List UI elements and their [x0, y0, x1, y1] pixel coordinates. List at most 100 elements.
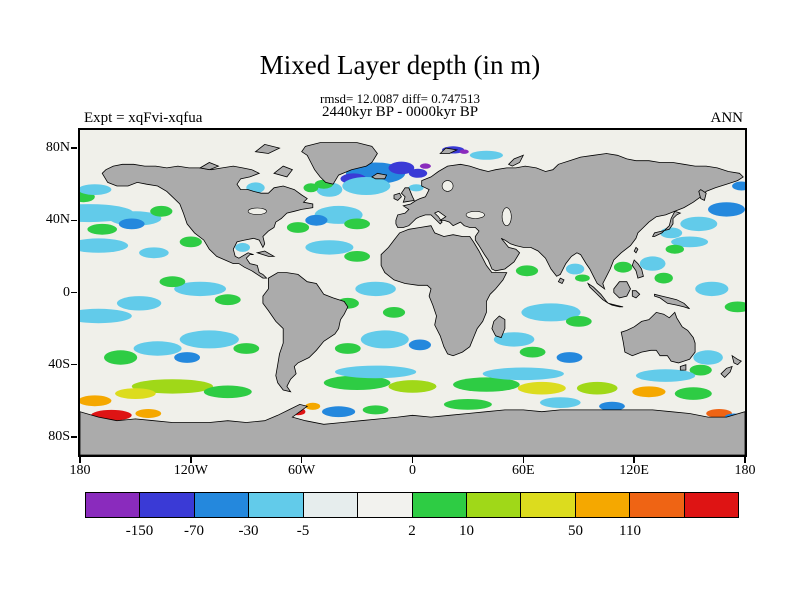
season-label: ANN	[710, 110, 744, 126]
anomaly-region	[665, 244, 684, 254]
anomaly-region	[408, 339, 431, 351]
lake	[247, 207, 267, 215]
anomaly-region	[469, 150, 503, 160]
y-axis-label: 80S	[48, 428, 70, 444]
x-axis-label: 60E	[512, 463, 535, 478]
land-novaya_zemlya	[507, 154, 525, 167]
anomaly-region	[80, 395, 112, 407]
anomaly-region	[233, 343, 260, 354]
x-axis-tick	[633, 457, 635, 463]
anomaly-region	[286, 222, 310, 233]
colorbar-label: 50	[568, 523, 583, 539]
colorbar-segment-7	[465, 492, 522, 518]
land-tasmania	[679, 364, 687, 371]
anomaly-region	[660, 227, 683, 239]
anomaly-region	[203, 385, 252, 399]
x-axis-label: 120E	[619, 463, 649, 478]
anomaly-region	[131, 379, 213, 394]
anomaly-region	[303, 183, 319, 193]
x-axis-tick	[411, 457, 414, 463]
anomaly-region	[671, 236, 709, 248]
land-java	[608, 302, 624, 308]
anomaly-region	[322, 406, 356, 418]
anomaly-region	[519, 346, 546, 358]
colorbar-label: 10	[459, 523, 474, 539]
land-new_guinea	[654, 293, 690, 310]
y-axis-label: 40S	[48, 356, 70, 372]
land-japan	[651, 210, 682, 237]
anomaly-region	[139, 247, 169, 259]
colorbar	[85, 492, 740, 518]
land-sri_lanka	[557, 277, 565, 285]
x-axis-label: 0	[409, 463, 416, 478]
anomaly-region	[693, 350, 723, 365]
colorbar-segment-10	[629, 492, 685, 518]
anomaly-region	[613, 261, 633, 273]
y-axis-tick	[71, 363, 77, 366]
anomaly-region	[382, 307, 406, 318]
x-axis-tick	[300, 457, 303, 463]
colorbar-segment-2	[193, 492, 250, 518]
colorbar-label: -30	[238, 523, 259, 539]
colorbar-segment-4	[302, 492, 359, 518]
colorbar-segment-5	[357, 492, 413, 518]
x-axis-label: 60W	[288, 463, 316, 478]
x-axis-label: 120W	[173, 463, 208, 478]
anomaly-region	[419, 163, 431, 169]
anomaly-region	[344, 251, 370, 262]
anomaly-region	[521, 303, 581, 322]
anomaly-region	[104, 350, 138, 365]
colorbar-label: 110	[619, 523, 641, 539]
land-greenland	[301, 142, 378, 185]
x-axis-tick	[522, 457, 525, 463]
anomaly-region	[636, 369, 696, 382]
colorbar-segment-6	[411, 492, 467, 518]
anomaly-region	[540, 397, 581, 408]
colorbar-label: -70	[184, 523, 204, 539]
anomaly-region	[87, 223, 117, 235]
x-axis-label: 180	[69, 463, 91, 478]
anomaly-region	[639, 256, 666, 271]
anomaly-region	[323, 375, 391, 390]
anomaly-region	[159, 276, 186, 288]
anomaly-region	[174, 352, 200, 363]
anomaly-region	[115, 388, 156, 399]
comparison-text: 2440kyr BP - 0000kyr BP	[321, 104, 479, 120]
anomaly-region	[235, 242, 251, 252]
anomaly-region	[556, 352, 583, 363]
anomaly-region	[599, 401, 625, 411]
anomaly-region	[695, 281, 729, 297]
anomaly-region	[515, 265, 539, 277]
anomaly-region	[174, 281, 226, 297]
colorbar-segment-3	[248, 492, 304, 518]
land-north_america	[101, 163, 314, 279]
anomaly-region	[305, 402, 321, 410]
colorbar-labels: -150 -70 -30 -5 2 10 50 110	[85, 523, 739, 541]
anomaly-region	[179, 330, 239, 349]
x-axis-tick	[190, 457, 192, 463]
anomaly-region	[342, 177, 391, 195]
y-axis-label: 0	[63, 284, 70, 300]
anomaly-region	[689, 364, 712, 376]
anomaly-region	[360, 330, 409, 349]
land-madagascar	[491, 315, 506, 339]
land-new_zealand_south	[720, 365, 733, 378]
land-taiwan	[633, 246, 639, 254]
anomaly-region	[80, 308, 132, 324]
y-axis-label: 80N	[45, 140, 70, 156]
land-uk	[400, 187, 415, 203]
anomaly-region	[565, 263, 585, 275]
land-philippines	[631, 259, 644, 279]
anomaly-region	[344, 218, 370, 230]
anomaly-region	[135, 409, 162, 418]
land-svalbard	[439, 147, 459, 154]
land-antarctica	[80, 403, 745, 455]
anomaly-region	[116, 296, 162, 311]
lake	[465, 211, 485, 219]
anomaly-region	[459, 149, 469, 154]
anomaly-region	[453, 377, 520, 392]
anomaly-region	[335, 365, 417, 379]
anomaly-region	[482, 367, 564, 381]
anomaly-region	[680, 216, 718, 232]
